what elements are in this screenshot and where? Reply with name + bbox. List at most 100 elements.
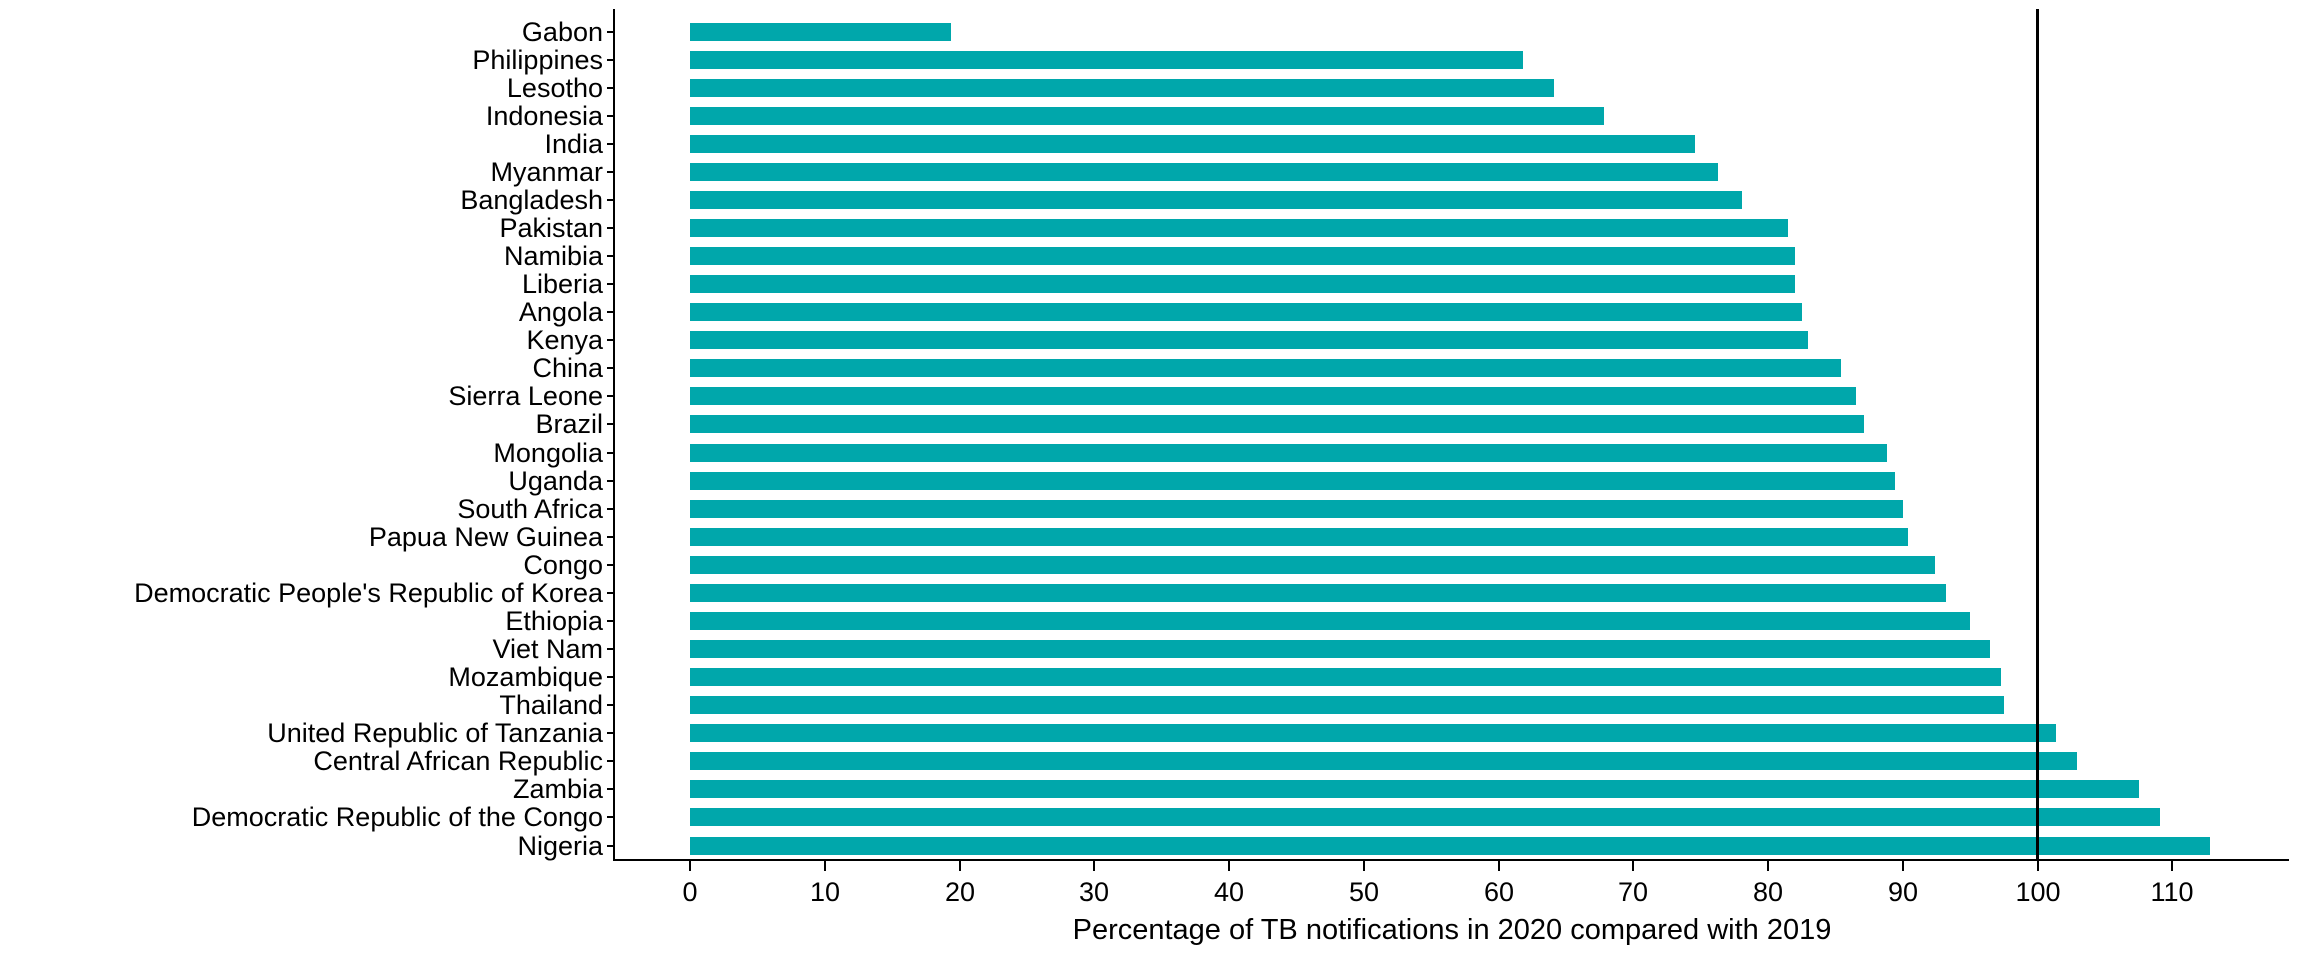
x-axis-tick: [1902, 861, 1904, 871]
y-axis-tick: [607, 592, 615, 594]
y-axis-tick: [607, 845, 615, 847]
y-axis-tick: [607, 452, 615, 454]
y-axis-line: [613, 9, 615, 861]
y-axis-label: India: [544, 129, 603, 159]
y-axis-label: Indonesia: [485, 101, 603, 131]
reference-line-100: [2036, 9, 2039, 859]
x-axis-tick: [2171, 861, 2173, 871]
bar-gabon: [690, 23, 951, 41]
bar-indonesia: [690, 107, 1604, 125]
x-axis-tick-label: 70: [1617, 877, 1649, 907]
y-axis-tick: [607, 171, 615, 173]
x-axis-tick-label: 110: [2150, 877, 2194, 907]
x-axis-tick-label: 40: [1213, 877, 1245, 907]
y-axis-tick: [607, 816, 615, 818]
bar-democratic-people-s-republic-of-korea: [690, 584, 1946, 602]
bar-mozambique: [690, 668, 2001, 686]
y-axis-tick: [607, 704, 615, 706]
bar-sierra-leone: [690, 387, 1856, 405]
y-axis-label: Viet Nam: [492, 634, 603, 664]
x-axis-tick-label: 60: [1483, 877, 1515, 907]
y-axis-label: Uganda: [508, 466, 603, 496]
y-axis-label: Brazil: [535, 409, 603, 439]
y-axis-label: Central African Republic: [313, 746, 603, 776]
y-axis-tick: [607, 423, 615, 425]
y-axis-label: China: [532, 353, 603, 383]
x-axis-tick: [824, 861, 826, 871]
x-axis-tick-label: 30: [1078, 877, 1110, 907]
y-axis-tick: [607, 480, 615, 482]
y-axis-tick: [607, 648, 615, 650]
x-axis-tick-label: 20: [944, 877, 976, 907]
y-axis-label: Ethiopia: [505, 606, 603, 636]
y-axis-tick: [607, 676, 615, 678]
y-axis-tick: [607, 536, 615, 538]
x-axis-tick: [1228, 861, 1230, 871]
bar-bangladesh: [690, 191, 1742, 209]
x-axis-tick-label: 50: [1348, 877, 1380, 907]
y-axis-label: Thailand: [499, 690, 603, 720]
bar-nigeria: [690, 837, 2210, 855]
y-axis-label: Mozambique: [448, 662, 603, 692]
bar-liberia: [690, 275, 1795, 293]
y-axis-label: Namibia: [503, 241, 603, 271]
y-axis-label: Democratic Republic of the Congo: [191, 802, 603, 832]
y-axis-tick: [607, 227, 615, 229]
y-axis-tick: [607, 339, 615, 341]
y-axis-label: Papua New Guinea: [368, 522, 603, 552]
x-axis-tick: [1767, 861, 1769, 871]
bar-thailand: [690, 696, 2004, 714]
y-axis-label: Liberia: [521, 269, 603, 299]
y-axis-tick: [607, 395, 615, 397]
y-axis-label: Pakistan: [499, 213, 603, 243]
bar-brazil: [690, 415, 1864, 433]
y-axis-tick: [607, 732, 615, 734]
y-axis-tick: [607, 255, 615, 257]
bar-namibia: [690, 247, 1795, 265]
x-axis-tick: [2037, 861, 2039, 871]
x-axis-tick-label: 100: [2015, 877, 2061, 907]
bar-philippines: [690, 51, 1523, 69]
x-axis-line: [613, 859, 2289, 861]
y-axis-tick: [607, 620, 615, 622]
bar-ethiopia: [690, 612, 1970, 630]
y-axis-label: United Republic of Tanzania: [267, 718, 603, 748]
y-axis-label: Mongolia: [493, 438, 603, 468]
x-axis-tick-label: 0: [682, 877, 698, 907]
y-axis-tick: [607, 508, 615, 510]
bar-china: [690, 359, 1841, 377]
x-axis-tick-label: 90: [1887, 877, 1919, 907]
y-axis-label: Zambia: [512, 774, 603, 804]
y-axis-tick: [607, 143, 615, 145]
y-axis-tick: [607, 31, 615, 33]
y-axis-label: Democratic People's Republic of Korea: [134, 578, 603, 608]
y-axis-tick: [607, 199, 615, 201]
bar-uganda: [690, 472, 1895, 490]
y-axis-label: Myanmar: [490, 157, 603, 187]
y-axis-tick: [607, 760, 615, 762]
y-axis-label: Congo: [523, 550, 603, 580]
y-axis-tick: [607, 115, 615, 117]
x-axis-tick: [689, 861, 691, 871]
y-axis-tick: [607, 87, 615, 89]
bar-zambia: [690, 780, 2139, 798]
y-axis-tick: [607, 311, 615, 313]
x-axis-tick: [1093, 861, 1095, 871]
bar-south-africa: [690, 500, 1903, 518]
y-axis-tick: [607, 283, 615, 285]
y-axis-tick: [607, 367, 615, 369]
y-axis-label: Philippines: [472, 45, 603, 75]
bar-democratic-republic-of-the-congo: [690, 808, 2160, 826]
y-axis-tick: [607, 788, 615, 790]
y-axis-tick: [607, 564, 615, 566]
bar-mongolia: [690, 444, 1887, 462]
x-axis-tick-label: 80: [1752, 877, 1784, 907]
bar-congo: [690, 556, 1935, 574]
y-axis-label: Angola: [518, 297, 603, 327]
bar-india: [690, 135, 1695, 153]
bar-papua-new-guinea: [690, 528, 1908, 546]
x-axis-tick: [1363, 861, 1365, 871]
x-axis-tick: [1498, 861, 1500, 871]
y-axis-label: Nigeria: [517, 831, 603, 861]
bar-angola: [690, 303, 1802, 321]
